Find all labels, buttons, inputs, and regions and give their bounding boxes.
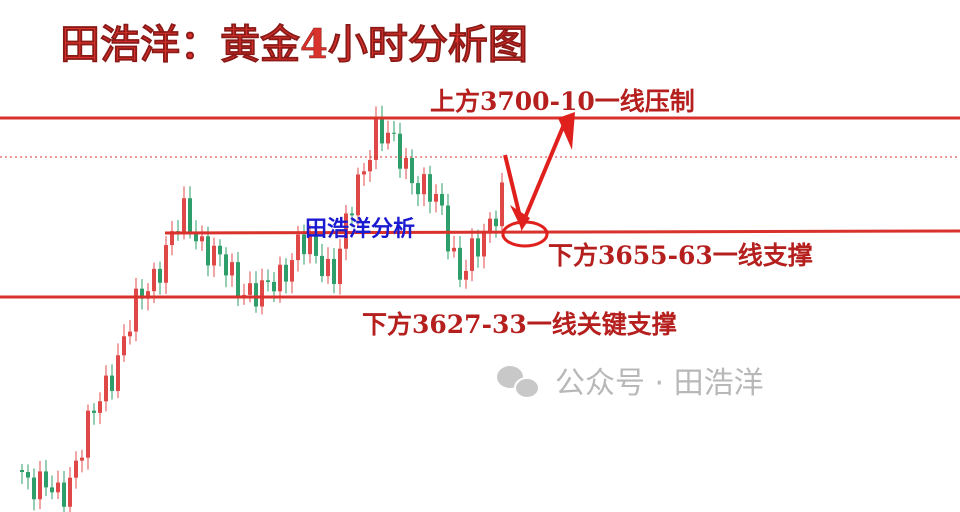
candle [290, 260, 294, 282]
candle [44, 471, 48, 488]
candle [422, 174, 426, 195]
candle [134, 288, 138, 332]
author-label: 田浩洋分析 [305, 216, 415, 242]
candle [92, 410, 96, 413]
annotation: 上方3700-10一线压制 [430, 87, 695, 116]
candle [206, 236, 210, 266]
candle [104, 375, 108, 402]
candle [218, 245, 222, 255]
candle [116, 355, 120, 391]
candle [326, 258, 330, 277]
wechat-icon [497, 366, 540, 399]
arrow-head [510, 205, 530, 230]
candle [404, 157, 408, 169]
candle [158, 268, 162, 283]
candle [56, 482, 60, 493]
candle [416, 183, 420, 195]
candle [194, 231, 198, 242]
candle [182, 198, 186, 233]
candle [380, 117, 384, 144]
support-line [164, 229, 960, 235]
candle [164, 245, 168, 283]
candle [374, 117, 378, 160]
candle [296, 234, 300, 261]
candle [146, 291, 150, 299]
candle [284, 264, 288, 282]
candle [368, 159, 372, 172]
candle [434, 194, 438, 202]
candle [110, 375, 114, 391]
candle [128, 331, 132, 337]
candle [260, 280, 264, 307]
candle [200, 236, 204, 242]
candle [308, 235, 312, 255]
candle [386, 132, 390, 144]
candle [320, 255, 324, 277]
candle [278, 264, 282, 292]
candle [452, 247, 456, 252]
candle [38, 471, 42, 500]
candle [254, 283, 258, 307]
candle [86, 410, 90, 458]
candle [50, 487, 54, 493]
candle [332, 258, 336, 284]
candle [74, 460, 78, 478]
candle [392, 132, 396, 134]
candle [32, 477, 36, 500]
candle [242, 294, 246, 296]
candle [482, 230, 486, 257]
title: 田浩洋：黄金4小时分析图 [60, 21, 528, 68]
candle [26, 472, 30, 478]
candle [152, 268, 156, 292]
candle [140, 288, 144, 299]
watermark: 公众号 · 田浩洋 [555, 366, 764, 401]
candle [458, 247, 462, 280]
candles [20, 105, 504, 512]
candle [212, 245, 216, 266]
candle [62, 482, 66, 507]
candle [488, 218, 492, 231]
candle [500, 182, 504, 227]
candle [446, 205, 450, 252]
candle [314, 235, 318, 256]
candle [224, 254, 228, 276]
candle [440, 194, 444, 206]
candle [398, 133, 402, 169]
candle [248, 283, 252, 295]
candle [230, 262, 234, 276]
candle [68, 477, 72, 507]
candle [464, 270, 468, 280]
candle [188, 198, 192, 232]
candle [428, 174, 432, 202]
arrow-head [558, 112, 575, 150]
candle [476, 238, 480, 257]
candle [302, 234, 306, 255]
candle [470, 238, 474, 271]
candle [356, 174, 360, 216]
candle [410, 157, 414, 184]
candle [338, 248, 342, 284]
candle [170, 231, 174, 246]
candle [80, 457, 84, 461]
candle [272, 281, 276, 292]
annotation: 下方3627-33一线关键支撑 [362, 310, 677, 339]
candle [20, 470, 24, 473]
candle [122, 336, 126, 356]
candle [266, 280, 270, 282]
candle [362, 171, 366, 175]
candle [98, 401, 102, 413]
candle [350, 213, 354, 216]
annotation: 下方3655-63一线支撑 [548, 241, 813, 270]
candle [236, 262, 240, 296]
circle-mark [501, 220, 549, 248]
candle [494, 218, 498, 227]
